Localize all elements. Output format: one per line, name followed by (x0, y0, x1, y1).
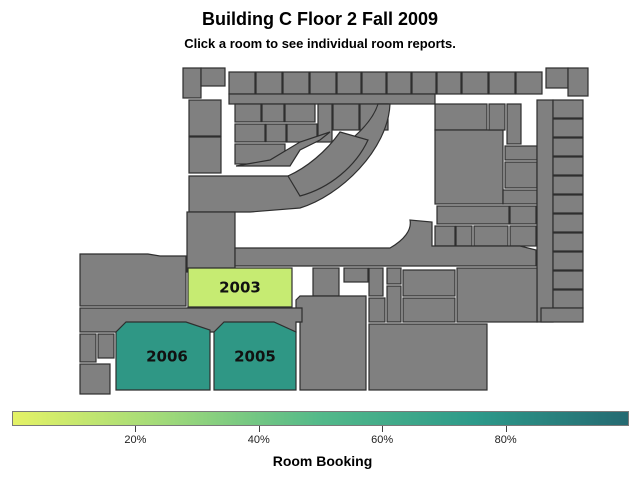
room[interactable] (552, 118, 584, 138)
room[interactable] (295, 295, 367, 391)
room[interactable] (411, 71, 437, 95)
room[interactable] (540, 307, 584, 323)
room[interactable] (79, 363, 111, 395)
room[interactable] (552, 251, 584, 271)
room[interactable] (509, 205, 537, 225)
room[interactable] (402, 297, 456, 323)
room[interactable] (312, 267, 340, 297)
room[interactable] (234, 219, 537, 267)
color-scale-tick-label: 60% (371, 434, 394, 446)
room[interactable] (361, 71, 387, 95)
room[interactable] (79, 253, 187, 307)
right-wing (234, 99, 584, 323)
room[interactable] (461, 71, 489, 95)
room-2006[interactable] (115, 321, 211, 391)
room[interactable] (235, 131, 331, 167)
room[interactable] (386, 71, 412, 95)
room[interactable] (434, 103, 488, 131)
room[interactable] (97, 333, 115, 359)
room[interactable] (488, 71, 516, 95)
room[interactable] (386, 267, 402, 285)
room[interactable] (515, 71, 543, 95)
top-office-row (182, 67, 589, 105)
room[interactable] (552, 175, 584, 195)
room[interactable] (287, 131, 369, 197)
room[interactable] (552, 270, 584, 290)
room[interactable] (567, 67, 589, 97)
room[interactable] (234, 103, 262, 123)
room[interactable] (282, 71, 310, 95)
room[interactable] (386, 285, 402, 323)
room[interactable] (536, 99, 554, 323)
curved-wing (186, 103, 391, 273)
room-2005[interactable] (213, 321, 297, 391)
room[interactable] (336, 71, 362, 95)
color-scale-tick (505, 426, 507, 432)
color-scale-tick (382, 426, 384, 432)
color-scale-title: Room Booking (272, 453, 373, 469)
room[interactable] (434, 225, 456, 247)
room[interactable] (552, 194, 584, 214)
room[interactable] (284, 103, 316, 123)
room[interactable] (434, 129, 504, 205)
room[interactable] (545, 67, 569, 89)
room[interactable] (368, 267, 384, 297)
floor-plan-map: 2003 2006 2005 (79, 67, 589, 395)
color-scale-tick-label: 20% (124, 434, 147, 446)
room[interactable] (502, 189, 538, 205)
room[interactable] (504, 145, 538, 161)
room[interactable] (332, 103, 360, 131)
color-scale-tick (135, 426, 137, 432)
color-scale-tick-label: 40% (247, 434, 270, 446)
room[interactable] (265, 123, 287, 143)
room[interactable] (255, 71, 283, 95)
room[interactable] (488, 103, 506, 131)
room[interactable] (552, 232, 584, 252)
room[interactable] (368, 297, 386, 323)
room[interactable] (309, 71, 337, 95)
room[interactable] (182, 67, 202, 99)
room[interactable] (188, 136, 222, 174)
room[interactable] (343, 267, 369, 283)
room[interactable] (436, 71, 462, 95)
room[interactable] (552, 156, 584, 176)
room[interactable] (552, 289, 584, 309)
color-scale-tick (258, 426, 260, 432)
room[interactable] (402, 269, 456, 297)
room[interactable] (552, 137, 584, 157)
room[interactable] (186, 211, 236, 273)
map-title: Building C Floor 2 Fall 2009 (201, 9, 439, 29)
room[interactable] (200, 67, 226, 87)
map-subtitle: Click a room to see individual room repo… (184, 36, 456, 51)
room[interactable] (455, 225, 473, 247)
room[interactable] (234, 123, 266, 143)
room[interactable] (261, 103, 285, 123)
room[interactable] (504, 161, 538, 189)
left-upper-wing (188, 99, 389, 174)
color-scale-bar (12, 411, 629, 426)
room[interactable] (473, 225, 509, 247)
room[interactable] (188, 99, 222, 137)
room-2003[interactable] (187, 267, 293, 308)
room[interactable] (368, 323, 488, 391)
color-scale-tick-label: 80% (494, 434, 517, 446)
room[interactable] (509, 225, 537, 247)
room[interactable] (436, 205, 510, 225)
room[interactable] (552, 213, 584, 233)
room[interactable] (228, 93, 436, 105)
room[interactable] (228, 71, 256, 95)
room[interactable] (552, 99, 584, 119)
center-lower-block (295, 267, 538, 391)
room[interactable] (506, 103, 522, 145)
room[interactable] (456, 267, 538, 323)
room[interactable] (79, 333, 97, 363)
